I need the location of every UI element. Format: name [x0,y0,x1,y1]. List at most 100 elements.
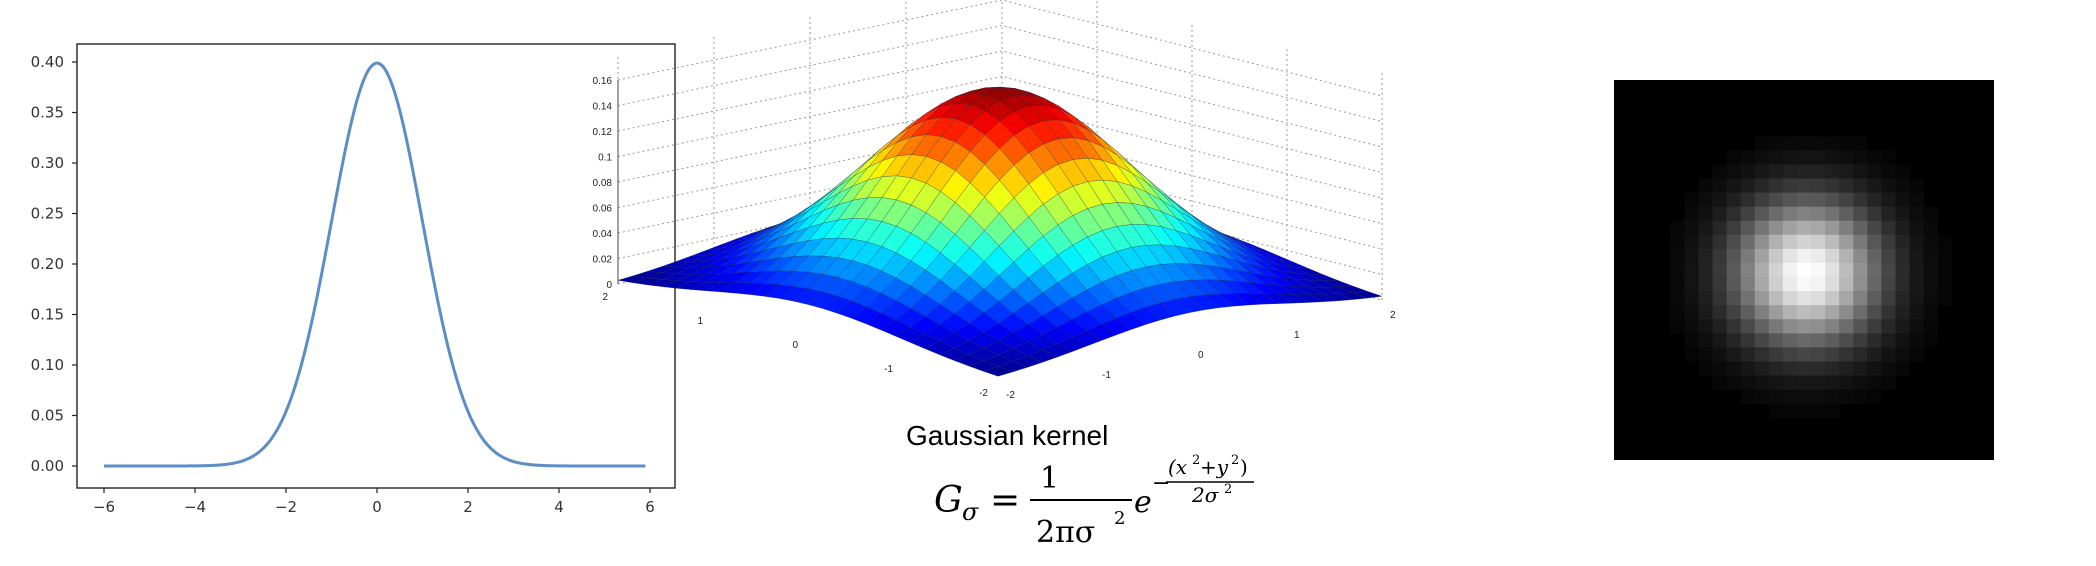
kernel-pixel [1839,389,1854,405]
surface-x-tick-label: -2 [979,388,988,399]
formula-denominator: 2πσ [1036,515,1095,550]
kernel-pixel [1867,164,1882,179]
kernel-pixel [1768,319,1784,334]
line-x-axis: −6 −4 −2 0 2 4 6 [93,488,655,516]
kernel-pixel [1754,333,1770,348]
formula-exp-plus: +y [1200,455,1229,479]
surface-x-tick-label: -1 [884,364,893,375]
kernel-pixel [1811,192,1826,208]
kernel-pixel [1881,305,1896,320]
kernel-pixel [1796,262,1812,278]
kernel-pixel [1937,248,1953,264]
kernel-pixel [1825,319,1840,334]
kernel-pixel [1796,305,1812,320]
kernel-pixel [1895,277,1910,292]
kernel-pixel [1796,347,1812,362]
kernel-pixel [1782,277,1798,292]
kernel-pixel [1684,319,1699,334]
kernel-pixel [1740,305,1756,320]
kernel-pixel [1740,150,1756,165]
kernel-pixel [1909,234,1925,250]
surface-z-tick-label: 0.1 [598,153,612,164]
kernel-pixel [1937,234,1953,250]
kernel-pixel [1754,305,1770,320]
kernel-pixel [1712,333,1727,348]
kernel-pixel [1825,305,1840,320]
kernel-pixel [1825,136,1840,151]
kernel-pixel [1839,347,1854,362]
formula-exp-num-sq2: 2 [1231,453,1239,468]
kernel-pixel [1811,291,1826,306]
kernel-pixel [1768,291,1784,306]
kernel-pixel [1754,206,1770,222]
kernel-pixel [1923,262,1939,278]
kernel-pixel [1712,319,1727,334]
kernel-pixel [1726,361,1742,376]
kernel-pixel [1881,220,1896,236]
kernel-pixel [1698,234,1713,250]
kernel-pixel [1782,305,1798,320]
kernel-pixel [1881,192,1896,208]
kernel-pixel [1726,347,1742,362]
kernel-pixel [1726,178,1742,193]
kernel-pixel [1684,220,1699,236]
kernel-pixel [1811,375,1826,391]
kernel-pixel [1726,291,1742,306]
kernel-pixel [1867,347,1882,362]
kernel-pixel [1825,375,1840,391]
kernel-pixel [1853,305,1868,320]
surface-x-tick-label: 0 [792,340,798,351]
kernel-pixel [1867,333,1882,348]
kernel-pixel [1768,389,1784,405]
kernel-pixel [1895,178,1910,193]
line-y-tick-label: 0.30 [31,154,64,172]
kernel-pixel [1740,319,1756,334]
kernel-pixel [1768,150,1784,165]
surface-x-tick-label: 2 [602,292,608,303]
kernel-pixel [1796,403,1812,419]
kernel-pixel [1698,291,1713,306]
kernel-pixel [1909,291,1925,306]
formula-e: e [1134,485,1152,520]
surface-z-tick-label: 0.12 [593,127,613,138]
kernel-pixel [1712,277,1727,292]
kernel-pixel [1909,305,1925,320]
kernel-pixel [1740,178,1756,193]
surface-z-gridline [617,75,1383,173]
kernel-pixel [1811,178,1826,193]
kernel-pixel [1684,234,1699,250]
line-x-tick-label: −2 [275,498,297,516]
kernel-pixel [1684,291,1699,306]
kernel-pixel [1796,319,1812,334]
kernel-pixel [1895,291,1910,306]
kernel-pixel [1937,277,1953,292]
kernel-pixel [1825,277,1840,292]
kernel-pixel [1782,136,1798,151]
kernel-pixel [1726,248,1742,264]
kernel-pixel [1782,361,1798,376]
formula-exp-num: (x [1168,455,1187,479]
kernel-pixel [1712,361,1727,376]
kernel-pixel [1881,361,1896,376]
kernel-pixel [1811,347,1826,362]
surface-z-tick-label: 0.04 [593,229,613,240]
kernel-pixel [1740,248,1756,264]
kernel-title: Gaussian kernel [906,420,1109,451]
kernel-pixel [1782,206,1798,222]
line-y-tick-label: 0.15 [31,306,64,324]
kernel-pixel [1740,347,1756,362]
kernel-pixel [1768,220,1784,236]
kernel-pixel [1670,319,1685,334]
kernel-pixel [1881,291,1896,306]
kernel-pixel [1881,375,1896,391]
kernel-pixel [1684,305,1699,320]
kernel-pixel [1895,220,1910,236]
kernel-pixel [1867,291,1882,306]
kernel-pixel [1768,262,1784,278]
kernel-pixel [1726,305,1742,320]
kernel-pixel [1909,220,1925,236]
kernel-pixel [1853,164,1868,179]
kernel-pixel [1754,150,1770,165]
kernel-pixel [1839,150,1854,165]
